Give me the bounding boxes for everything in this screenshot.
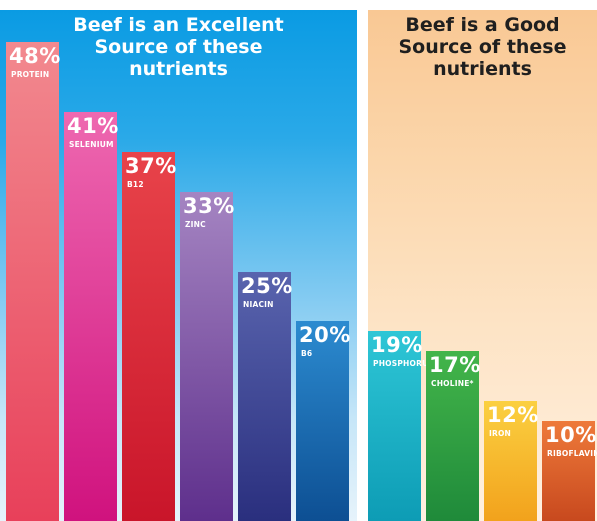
bar-iron: 12% IRON <box>484 401 539 521</box>
bar-value-label: 10% <box>545 423 597 448</box>
good-source-title: Beef is a Good Source of these nutrients <box>398 14 567 80</box>
bar-value-label: 33% <box>183 193 235 218</box>
bar-value-label: 41% <box>67 113 119 138</box>
bar-nutrient-label: CHOLINE* <box>431 379 474 389</box>
bar-b12: 37% B12 <box>122 151 177 521</box>
bar-choline: 17% CHOLINE* <box>426 351 481 521</box>
bar-nutrient-label: ZINC <box>185 219 206 229</box>
bar-value-label: 48% <box>9 44 61 68</box>
bar-nutrient-label: RIBOFLAVIN <box>547 449 597 459</box>
bar-riboflavin: 10% RIBOFLAVIN <box>542 421 597 521</box>
bar-nutrient-label: PROTEIN <box>11 70 50 79</box>
bar-b6: 20% B6 <box>296 321 351 521</box>
bar-value-label: 25% <box>241 273 293 298</box>
bar-nutrient-label: NIACIN <box>243 299 274 309</box>
excellent-source-title: Beef is an Excellent Source of these nut… <box>73 14 284 80</box>
bar-nutrient-label: IRON <box>489 429 512 439</box>
bar-nutrient-label: B12 <box>127 179 144 189</box>
bar-protein: 48% PROTEIN <box>6 42 61 521</box>
bar-value-label: 12% <box>487 403 539 428</box>
bar-niacin: 25% NIACIN <box>238 271 293 521</box>
good-source-panel: Beef is a Good Source of these nutrients <box>368 10 597 521</box>
bar-value-label: 20% <box>299 323 351 348</box>
bar-value-label: 37% <box>125 153 177 178</box>
bar-phosphorus: 19% PHOSPHORUS <box>368 331 434 521</box>
bar-nutrient-label: SELENIUM <box>69 139 114 149</box>
bar-value-label: 17% <box>429 353 481 378</box>
bar-nutrient-label: PHOSPHORUS <box>373 359 434 369</box>
bar-zinc: 33% ZINC <box>180 191 235 521</box>
excellent-source-panel: Beef is an Excellent Source of these nut… <box>0 10 357 521</box>
bar-nutrient-label: B6 <box>301 349 313 359</box>
bar-value-label: 19% <box>371 333 423 358</box>
bar-selenium: 41% SELENIUM <box>64 111 119 521</box>
